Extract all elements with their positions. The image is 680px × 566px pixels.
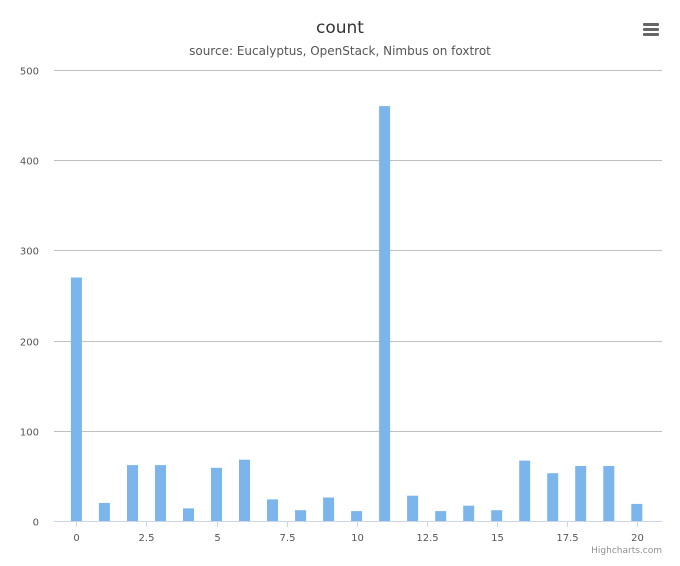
bar[interactable]	[491, 510, 503, 521]
bar[interactable]	[463, 505, 475, 521]
y-tick-label: 200	[20, 338, 39, 349]
x-tick-label: 15	[491, 533, 504, 544]
y-tick-label: 300	[20, 247, 39, 258]
bar[interactable]	[603, 466, 615, 521]
bar[interactable]	[239, 459, 250, 521]
chart-context-menu-button[interactable]	[636, 16, 666, 42]
bar[interactable]	[267, 499, 278, 521]
bar[interactable]	[351, 511, 363, 521]
bar[interactable]	[547, 473, 559, 521]
bar[interactable]	[155, 465, 166, 521]
bar[interactable]	[519, 460, 531, 521]
x-tick-label: 10	[351, 533, 364, 544]
bar[interactable]	[70, 277, 82, 522]
y-axis-labels: 0 100 200 300 400 500	[20, 67, 39, 529]
bar[interactable]	[183, 508, 194, 521]
y-gridlines	[54, 70, 662, 432]
chart-title: count	[316, 18, 364, 38]
y-tick-label: 400	[20, 157, 39, 168]
hamburger-menu-icon[interactable]	[643, 23, 659, 36]
bar[interactable]	[435, 511, 447, 521]
y-tick-label: 100	[20, 428, 39, 439]
bar[interactable]	[211, 467, 222, 521]
x-tick-label: 5	[214, 533, 220, 544]
highcharts-credits[interactable]: Highcharts.com	[591, 546, 662, 556]
x-axis-labels: 0 2.5 5 7.5 10 12.5 15 17.5 20	[73, 533, 644, 544]
bar[interactable]	[98, 503, 110, 521]
bar[interactable]	[295, 510, 307, 521]
x-tick-label: 12.5	[416, 533, 438, 544]
x-tick-label: 7.5	[280, 533, 296, 544]
bar[interactable]	[575, 466, 587, 521]
y-tick-label: 0	[33, 518, 39, 529]
x-axis	[54, 521, 662, 527]
x-tick-label: 2.5	[139, 533, 155, 544]
y-tick-label: 500	[20, 67, 39, 78]
bar[interactable]	[407, 495, 419, 521]
x-tick-label: 17.5	[556, 533, 578, 544]
x-tick-label: 0	[73, 533, 79, 544]
bar[interactable]	[323, 497, 335, 522]
bar[interactable]	[379, 106, 391, 521]
bar[interactable]	[127, 465, 138, 521]
bar[interactable]	[631, 503, 643, 521]
chart-subtitle: source: Eucalyptus, OpenStack, Nimbus on…	[189, 44, 491, 58]
x-tick-label: 20	[631, 533, 644, 544]
bar-series	[70, 106, 643, 522]
